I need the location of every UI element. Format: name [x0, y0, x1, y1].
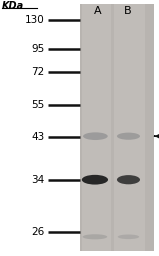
Ellipse shape	[83, 234, 107, 239]
Text: 55: 55	[31, 100, 45, 110]
Ellipse shape	[117, 175, 140, 184]
Bar	[82, 4, 111, 251]
Ellipse shape	[117, 133, 140, 140]
Ellipse shape	[118, 234, 139, 239]
Text: KDa: KDa	[2, 1, 24, 11]
Text: A: A	[94, 6, 102, 16]
Text: B: B	[123, 6, 131, 16]
Text: 130: 130	[25, 15, 45, 26]
Ellipse shape	[83, 132, 108, 140]
Text: 72: 72	[31, 67, 45, 77]
Bar	[80, 4, 154, 251]
Text: 43: 43	[31, 132, 45, 142]
Text: 95: 95	[31, 44, 45, 54]
Ellipse shape	[82, 175, 108, 185]
Bar	[114, 4, 145, 251]
Text: 26: 26	[31, 227, 45, 237]
Text: 34: 34	[31, 175, 45, 186]
